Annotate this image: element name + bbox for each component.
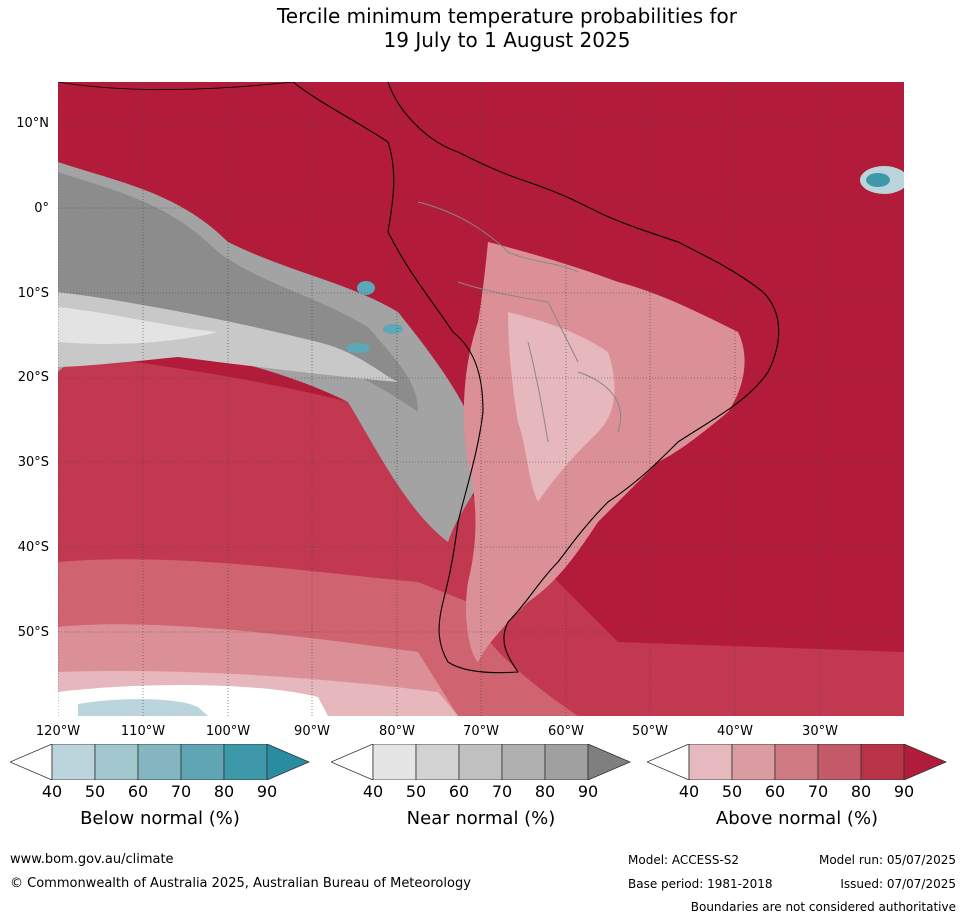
chart-title: Tercile minimum temperature probabilitie… — [200, 4, 814, 52]
below-legend-swatch — [94, 744, 139, 780]
above-tick-60: 60 — [764, 782, 786, 801]
near-legend-swatch — [544, 744, 589, 780]
near-legend-swatch — [372, 744, 417, 780]
lat-label-20s: 20°S — [17, 370, 49, 385]
below-legend-swatch — [137, 744, 182, 780]
probability-map — [58, 82, 904, 716]
lon-label-50w: 50°W — [632, 724, 668, 739]
lat-label-10s: 10°S — [17, 286, 49, 301]
coastline — [292, 82, 780, 674]
above-legend-swatch — [731, 744, 776, 780]
lon-label-80w: 80°W — [379, 724, 415, 739]
lat-label-0: 0° — [34, 201, 49, 216]
near-tick-50: 50 — [405, 782, 427, 801]
lon-label-60w: 60°W — [548, 724, 584, 739]
lon-label-110w: 110°W — [120, 724, 166, 739]
above-tick-80: 80 — [850, 782, 872, 801]
above-tick-90: 90 — [893, 782, 915, 801]
spot-below-atlantic — [866, 173, 890, 187]
below-legend-swatch — [10, 744, 53, 780]
lon-label-90w: 90°W — [294, 724, 330, 739]
spot-below-2 — [383, 324, 403, 334]
above-legend-swatch — [774, 744, 819, 780]
below-legend-swatch — [266, 744, 310, 780]
below-tick-60: 60 — [127, 782, 149, 801]
colorbar-near — [331, 744, 631, 780]
lat-label-30s: 30°S — [17, 455, 49, 470]
near-tick-70: 70 — [491, 782, 513, 801]
lat-label-40s: 40°S — [17, 540, 49, 555]
footer-copyright: © Commonwealth of Australia 2025, Austra… — [10, 876, 471, 891]
spot-below-south — [78, 699, 208, 716]
above-legend-swatch — [647, 744, 690, 780]
region-near-40 — [58, 307, 218, 344]
near-tick-90: 90 — [577, 782, 599, 801]
lon-label-30w: 30°W — [802, 724, 838, 739]
footer-model-run: Model run: 05/07/2025 — [818, 853, 956, 867]
below-legend-swatch — [180, 744, 225, 780]
lat-label-50s: 50°S — [17, 625, 49, 640]
near-legend-swatch — [458, 744, 503, 780]
below-tick-50: 50 — [84, 782, 106, 801]
title-line-2: 19 July to 1 August 2025 — [383, 28, 631, 52]
near-legend-title: Near normal (%) — [406, 808, 556, 829]
footer-boundaries-note: Boundaries are not considered authoritat… — [690, 900, 956, 914]
coastline-north — [58, 82, 294, 90]
above-legend-title: Above normal (%) — [715, 808, 879, 829]
below-legend-swatch — [51, 744, 96, 780]
near-legend-swatch — [587, 744, 631, 780]
lon-label-40w: 40°W — [717, 724, 753, 739]
above-tick-50: 50 — [721, 782, 743, 801]
above-legend-swatch — [860, 744, 905, 780]
footer-model: Model: ACCESS-S2 — [628, 853, 740, 867]
below-legend-title: Below normal (%) — [80, 808, 240, 829]
below-tick-90: 90 — [256, 782, 278, 801]
lon-label-120w: 120°W — [35, 724, 81, 739]
near-legend-swatch — [415, 744, 460, 780]
near-legend-swatch — [501, 744, 546, 780]
footer-issued: Issued: 07/07/2025 — [840, 877, 956, 891]
footer-url[interactable]: www.bom.gov.au/climate — [10, 852, 174, 867]
below-tick-80: 80 — [213, 782, 235, 801]
country-borders — [417, 201, 622, 443]
lon-label-70w: 70°W — [463, 724, 499, 739]
spot-below-3 — [346, 343, 370, 353]
above-tick-70: 70 — [807, 782, 829, 801]
above-tick-40: 40 — [678, 782, 700, 801]
near-tick-40: 40 — [362, 782, 384, 801]
title-line-1: Tercile minimum temperature probabilitie… — [276, 4, 738, 28]
lon-label-100w: 100°W — [205, 724, 251, 739]
above-legend-swatch — [817, 744, 862, 780]
colorbar-below — [10, 744, 310, 780]
above-legend-swatch — [688, 744, 733, 780]
below-tick-40: 40 — [41, 782, 63, 801]
above-legend-swatch — [903, 744, 947, 780]
below-tick-70: 70 — [170, 782, 192, 801]
map-svg — [58, 82, 904, 716]
graticule — [58, 82, 904, 716]
spot-below-1 — [357, 281, 375, 295]
colorbar-above — [647, 744, 947, 780]
footer-base-period: Base period: 1981-2018 — [628, 877, 773, 891]
below-legend-swatch — [223, 744, 268, 780]
lat-label-10n: 10°N — [16, 116, 49, 131]
near-tick-60: 60 — [448, 782, 470, 801]
region-continent-above-50 — [508, 312, 615, 502]
near-legend-swatch — [331, 744, 374, 780]
near-tick-80: 80 — [534, 782, 556, 801]
